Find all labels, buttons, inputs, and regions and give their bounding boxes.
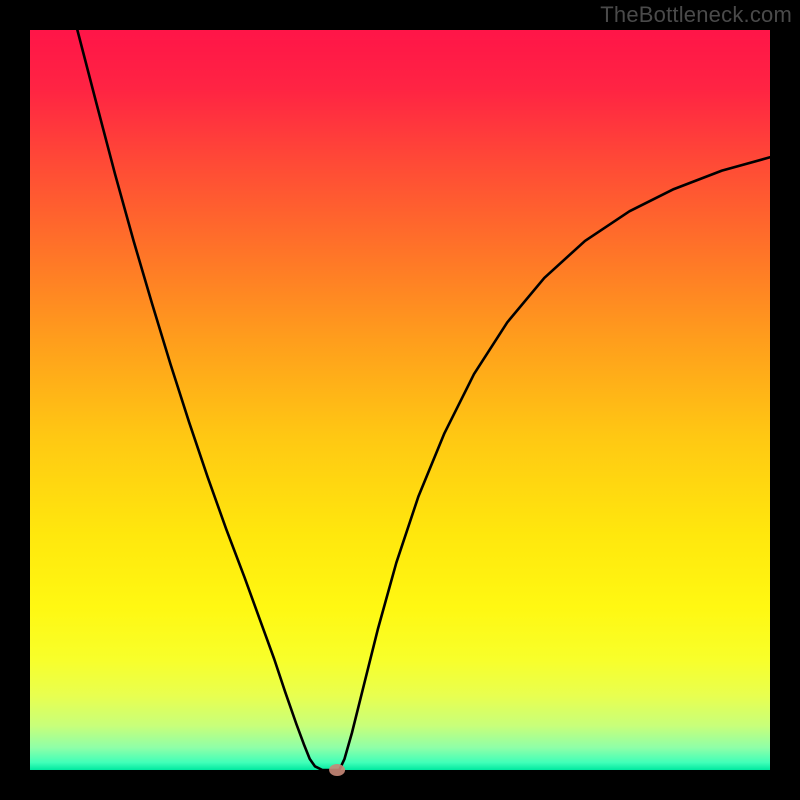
watermark-text: TheBottleneck.com bbox=[600, 2, 792, 28]
optimal-point-marker bbox=[329, 764, 345, 776]
bottleneck-chart bbox=[0, 0, 800, 800]
chart-gradient-background bbox=[30, 30, 770, 770]
